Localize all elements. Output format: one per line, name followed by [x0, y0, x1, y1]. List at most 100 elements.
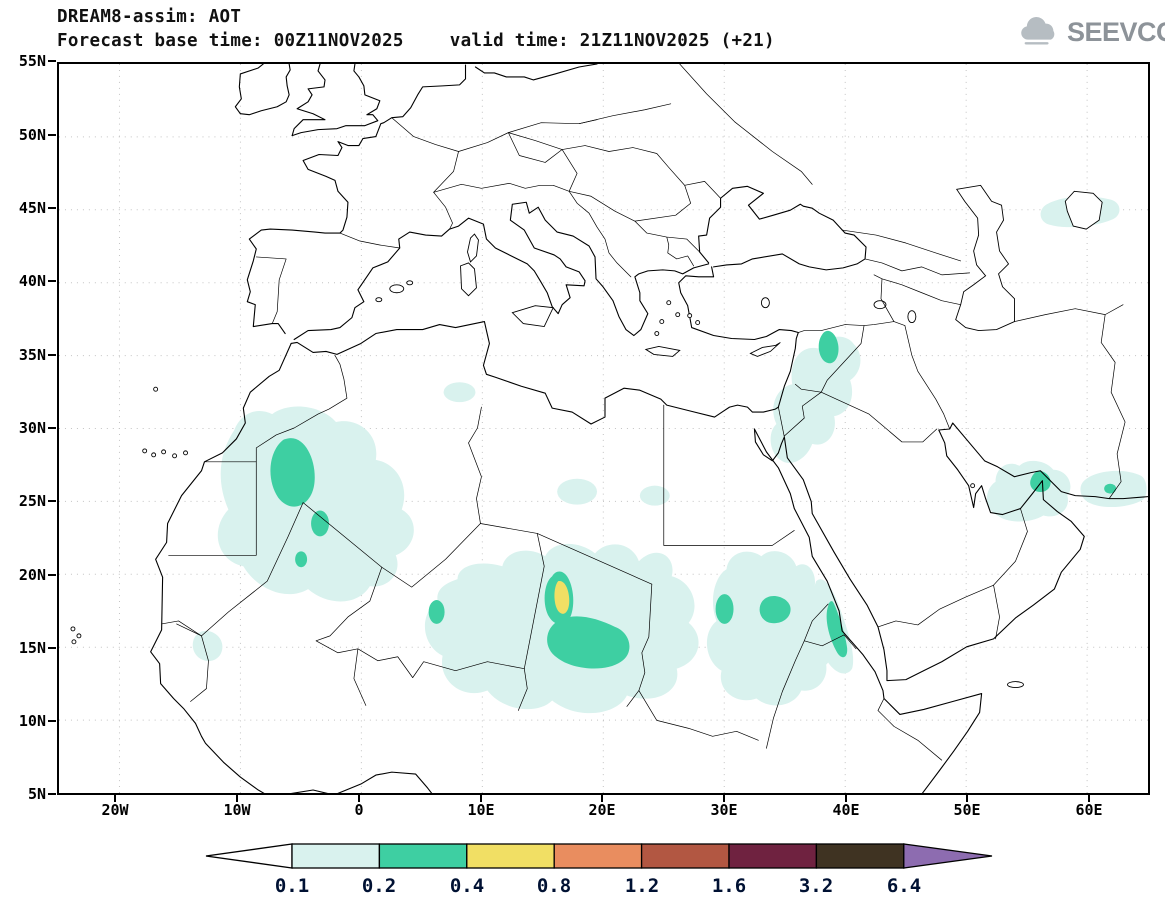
colorbar-segment-0.8-1.2 [553, 843, 643, 869]
border-portugal-spain [255, 256, 287, 324]
coastline-denmark-baltic [474, 64, 598, 81]
map-plot-area [57, 62, 1150, 795]
lat-tick-5n: 5N [8, 785, 56, 803]
border-moldova [684, 181, 721, 199]
lat-tick-15n: 15N [8, 639, 56, 657]
coastline-britain-east [291, 64, 381, 137]
aot-core-mali [311, 510, 330, 537]
aegean-island [675, 312, 681, 318]
lake-tuz [760, 297, 770, 309]
border-transcaucasus [864, 258, 971, 322]
border-poland-belarus [578, 103, 672, 125]
aot-fill-layer [192, 196, 1147, 714]
border-sudan-eritrea-ethiopia [766, 603, 829, 749]
lat-tick-35n: 35N [8, 346, 56, 364]
aot-core-sudan-east [759, 595, 791, 624]
lon-tick-40e: 40E [816, 794, 876, 819]
lat-tick-10n: 10N [8, 712, 56, 730]
aot-patch-senegal [192, 630, 223, 662]
crete-island [644, 345, 681, 357]
colorbar-scale [205, 843, 993, 869]
sardinia-island [460, 262, 477, 297]
colorbar-segment-1.2-1.6 [640, 843, 730, 869]
aot-core-sudan-west [715, 594, 734, 624]
border-mauritania-mali [176, 502, 304, 637]
aegean-island [659, 319, 665, 325]
menorca-island [406, 280, 414, 286]
border-egypt-israel [778, 406, 785, 438]
colorbar-overflow-arrow [903, 843, 993, 869]
plot-title: DREAM8-assim: AOT [57, 7, 242, 27]
border-senegal-river [161, 620, 202, 637]
lon-tick-20e: 20E [572, 794, 632, 819]
lat-tick-20n: 20N [8, 566, 56, 584]
border-ethiopia-somalia [877, 698, 943, 761]
border-iran-iraq [904, 325, 951, 430]
lat-tick-40n: 40N [8, 272, 56, 290]
border-morocco-algeria [255, 355, 348, 463]
border-chad-cameroon [517, 668, 528, 711]
colorbar-segment-3.2-6.4 [815, 843, 905, 869]
socotra-island [1007, 681, 1024, 689]
aot-colorbar: 0.1 0.2 0.4 0.8 1.2 1.6 3.2 6.4 [200, 843, 1000, 903]
lon-tick-20w: 20W [85, 794, 145, 819]
border-sudan-south [638, 690, 759, 741]
coastline-black-sea [698, 185, 867, 271]
lon-tick-60e: 60E [1059, 794, 1119, 819]
border-algeria-mali-niger [302, 502, 481, 588]
border-spain-france [339, 232, 401, 249]
border-iran-east [1014, 304, 1126, 499]
border-france-east [391, 117, 459, 230]
border-algeria-libya-tunisia [468, 406, 482, 524]
lat-tick-55n: 55N [8, 52, 56, 70]
border-chad-sudan [626, 583, 653, 707]
coastline-ireland-east [239, 64, 291, 116]
valid-time-label: valid time: 21Z11NOV2025 (+21) [449, 31, 775, 51]
colorbar-label-0.1: 0.1 [274, 875, 310, 897]
coastline-africa-atlantic [150, 342, 433, 793]
border-western-sahara [168, 461, 257, 556]
bahrain-island [970, 483, 976, 489]
aot-core-mali-south [295, 551, 308, 568]
lat-tick-45n: 45N [8, 199, 56, 217]
border-mali-guinea [190, 635, 209, 702]
border-eritrea-ethiopia [803, 634, 857, 650]
coastline-britain-west [291, 64, 326, 137]
canary-islands [183, 450, 188, 456]
coastline-atlantic-europe [246, 64, 467, 335]
border-burkina-ghana [353, 648, 367, 706]
cloud-icon [1021, 17, 1055, 45]
colorbar-label-1.6: 1.6 [711, 875, 747, 897]
forecast-base-time-label: Forecast base time: 00Z11NOV2025 [57, 31, 404, 51]
colorbar-label-0.8: 0.8 [536, 875, 572, 897]
coastline-levant-anatolia [678, 266, 799, 408]
aot-max-bodele-yellow [554, 580, 570, 614]
colorbar-label-0.2: 0.2 [361, 875, 397, 897]
aot-patch-levant [770, 336, 861, 463]
seevccc-logo: SEEVCCC [1016, 16, 1165, 48]
colorbar-label-3.2: 3.2 [798, 875, 834, 897]
colorbar-label-6.4: 6.4 [886, 875, 922, 897]
aot-core-syria [818, 330, 839, 364]
canary-islands [172, 453, 178, 459]
aot-core-niger-west [428, 600, 445, 624]
mallorca-island [389, 284, 405, 294]
coastlines-layer [150, 64, 1148, 793]
aot-patch-west-sahara [217, 406, 414, 602]
madeira-island [153, 386, 159, 392]
colorbar-segment-0.2-0.4 [378, 843, 468, 869]
aral-sea [1064, 190, 1103, 230]
lat-tick-30n: 30N [8, 419, 56, 437]
border-egypt-sudan [663, 530, 795, 546]
border-mali-burkina-niger [315, 566, 414, 678]
coastline-ireland-west [234, 64, 264, 115]
border-iraq-syria-jordan [794, 325, 865, 393]
sicily-island [511, 305, 554, 328]
colorbar-label-0.4: 0.4 [449, 875, 485, 897]
border-west-balkans [568, 190, 632, 278]
lon-tick-50e: 50E [937, 794, 997, 819]
aegean-island [654, 331, 660, 336]
colorbar-segment-0.1-0.2 [291, 843, 381, 869]
border-niger-nigeria [412, 661, 525, 678]
